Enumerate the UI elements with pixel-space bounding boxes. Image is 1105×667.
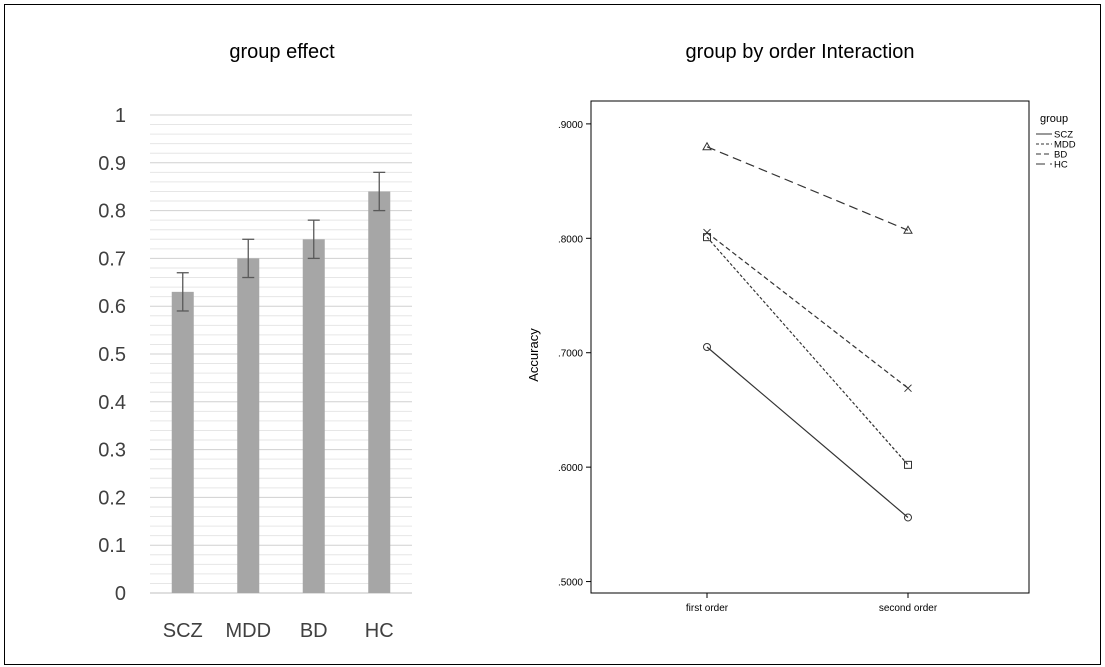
x-tick-label: HC (365, 620, 394, 642)
marker-triangle (702, 141, 712, 151)
line-chart: .5000 .6000 .7000 .8000 .9000 first order seco… (558, 100, 1076, 614)
marker-square (904, 460, 912, 469)
x-tick-label: SCZ (163, 620, 203, 642)
bar (237, 258, 260, 593)
y-tick-label: 1 (115, 105, 126, 127)
marker-circle (703, 343, 711, 351)
y-tick-label: .8000 (558, 234, 583, 245)
y-tick-label: 0 (115, 583, 126, 605)
series-line-mdd (706, 236, 909, 466)
marker-circle (904, 513, 912, 522)
x-tick-label: MDD (225, 620, 271, 642)
line-chart-ylabel: Accuracy (526, 328, 541, 382)
marker-triangle (903, 225, 913, 234)
series-line-hc (706, 146, 909, 231)
line-chart-title: group by order Interaction (685, 41, 914, 63)
legend-label: HC (1054, 160, 1068, 171)
bar (171, 291, 194, 593)
plot-area (590, 100, 1030, 594)
y-tick-label: 0.4 (98, 392, 126, 414)
series-line-bd (706, 232, 909, 389)
y-tick-label: 0.9 (98, 153, 126, 175)
marker-x (904, 384, 912, 393)
y-tick-label: .6000 (558, 463, 583, 474)
y-tick-label: 0.3 (98, 440, 126, 462)
legend-label: SCZ (1054, 130, 1073, 141)
y-tick-label: 0.5 (98, 344, 126, 366)
legend-label: BD (1054, 150, 1067, 161)
y-tick-label: 0.7 (98, 248, 126, 270)
x-tick-label: BD (300, 620, 328, 642)
x-tick-label: first order (686, 603, 729, 614)
y-tick-label: 0.2 (98, 487, 126, 509)
bar (368, 191, 391, 594)
marker-square (703, 233, 711, 242)
y-tick-label: 0.8 (98, 201, 126, 223)
bar-chart-title: group effect (229, 41, 335, 63)
x-tick-label: second order (879, 603, 938, 614)
bar-chart: 0 0.1 0.2 0.3 0.4 0.5 0.6 0.7 0.8 0.9 1 SCZ MDD BD HC (98, 105, 412, 642)
legend-label: MDD (1054, 140, 1076, 151)
y-tick-label: 0.1 (98, 535, 126, 557)
y-tick-label: .9000 (558, 120, 583, 131)
legend-title: group (1040, 113, 1068, 125)
y-tick-label: 0.6 (98, 296, 126, 318)
y-tick-label: .5000 (558, 578, 583, 589)
bar (302, 239, 325, 593)
marker-x (703, 228, 711, 237)
y-tick-label: .7000 (558, 349, 583, 360)
series-line-scz (706, 346, 909, 518)
